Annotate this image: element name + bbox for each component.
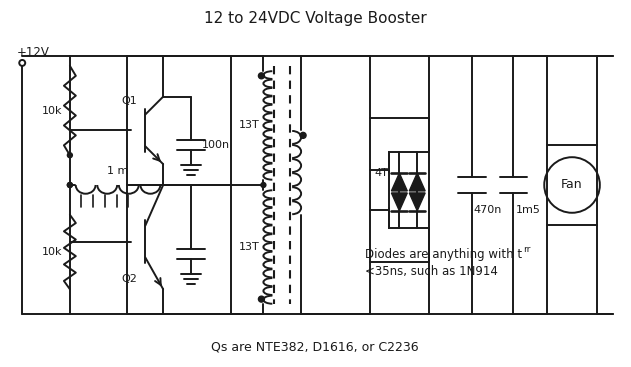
- Text: rr: rr: [523, 246, 531, 254]
- Text: 470n: 470n: [474, 205, 502, 215]
- Circle shape: [261, 182, 266, 188]
- Text: 12 to 24VDC Voltage Booster: 12 to 24VDC Voltage Booster: [204, 11, 427, 26]
- Text: 13T: 13T: [239, 242, 259, 252]
- Polygon shape: [391, 193, 407, 211]
- Text: 10k: 10k: [42, 247, 62, 257]
- Circle shape: [259, 73, 264, 79]
- Text: Q2: Q2: [122, 274, 138, 284]
- Bar: [547, 145, 597, 225]
- Text: Q1: Q1: [122, 96, 138, 106]
- Text: Fan: Fan: [561, 178, 583, 192]
- Text: <35ns, such as 1N914: <35ns, such as 1N914: [365, 265, 497, 278]
- Text: Diodes are anything with t: Diodes are anything with t: [365, 248, 522, 261]
- Text: Qs are NTE382, D1616, or C2236: Qs are NTE382, D1616, or C2236: [211, 340, 419, 353]
- Circle shape: [68, 182, 73, 188]
- Text: 13T: 13T: [239, 120, 259, 130]
- Polygon shape: [410, 173, 425, 191]
- Circle shape: [259, 296, 264, 302]
- Circle shape: [68, 182, 73, 188]
- Circle shape: [300, 132, 306, 138]
- Text: 100n: 100n: [202, 140, 230, 150]
- Text: 1m5: 1m5: [516, 205, 540, 215]
- Text: 10k: 10k: [42, 106, 62, 116]
- Circle shape: [68, 153, 73, 158]
- Text: 4T: 4T: [375, 168, 389, 178]
- Bar: [389, 152, 429, 228]
- Polygon shape: [410, 193, 425, 211]
- Text: +12V: +12V: [16, 47, 49, 59]
- Polygon shape: [391, 173, 407, 191]
- Text: 1 m: 1 m: [107, 166, 129, 176]
